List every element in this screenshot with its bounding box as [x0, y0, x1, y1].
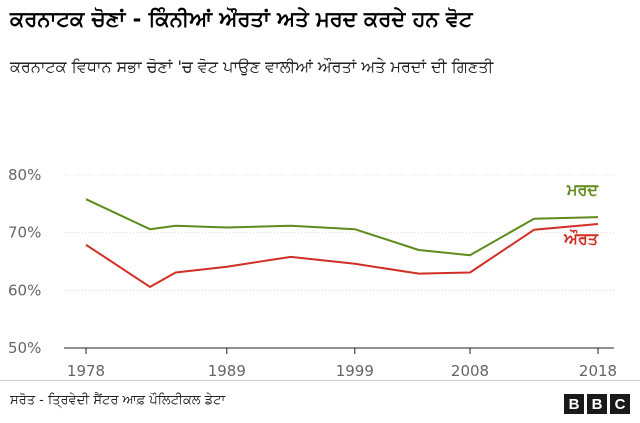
footer-divider — [0, 380, 640, 381]
x-tick-label: 2008 — [451, 362, 489, 380]
x-tick-label: 2018 — [579, 362, 617, 380]
y-tick-label: 60% — [8, 281, 41, 299]
chart-subtitle: ਕਰਨਾਟਕ ਵਿਧਾਨ ਸਭਾ ਚੋਣਾਂ 'ਚ ਵੋਟ ਪਾਉਣ ਵਾਲੀਆ… — [10, 57, 494, 76]
bbc-logo: B B C — [564, 394, 630, 414]
x-tick-label: 1978 — [67, 362, 105, 380]
line-chart: 50% 60% 70% 80% 1978 1989 1999 2008 2018 ਮਰਦ ਔਰਤ — [8, 166, 617, 380]
x-tick-label: 1999 — [336, 362, 374, 380]
men-series-label: ਮਰਦ — [566, 180, 599, 199]
x-tick-label: 1989 — [208, 362, 246, 380]
chart-title: ਕਰਨਾਟਕ ਚੋਣਾਂ - ਕਿੰਨੀਆਂ ਔਰਤਾਂ ਅਤੇ ਮਰਦ ਕਰਦ… — [10, 7, 473, 31]
women-turnout-line — [85, 223, 599, 288]
source-note: ਸਰੋਤ - ਤ੍ਰਿਵੇਦੀ ਸੈਂਟਰ ਆਫ਼ ਪੌਲਿਟੀਕਲ ਡੇਟਾ — [10, 393, 226, 408]
y-tick-label: 70% — [8, 224, 41, 242]
y-tick-label: 50% — [8, 339, 41, 357]
bbc-logo-letter: B — [587, 394, 607, 414]
men-turnout-line — [85, 198, 599, 257]
women-series-label: ਔਰਤ — [563, 229, 599, 248]
bbc-logo-letter: C — [610, 394, 630, 414]
bbc-logo-letter: B — [564, 394, 584, 414]
y-tick-label: 80% — [8, 166, 41, 184]
